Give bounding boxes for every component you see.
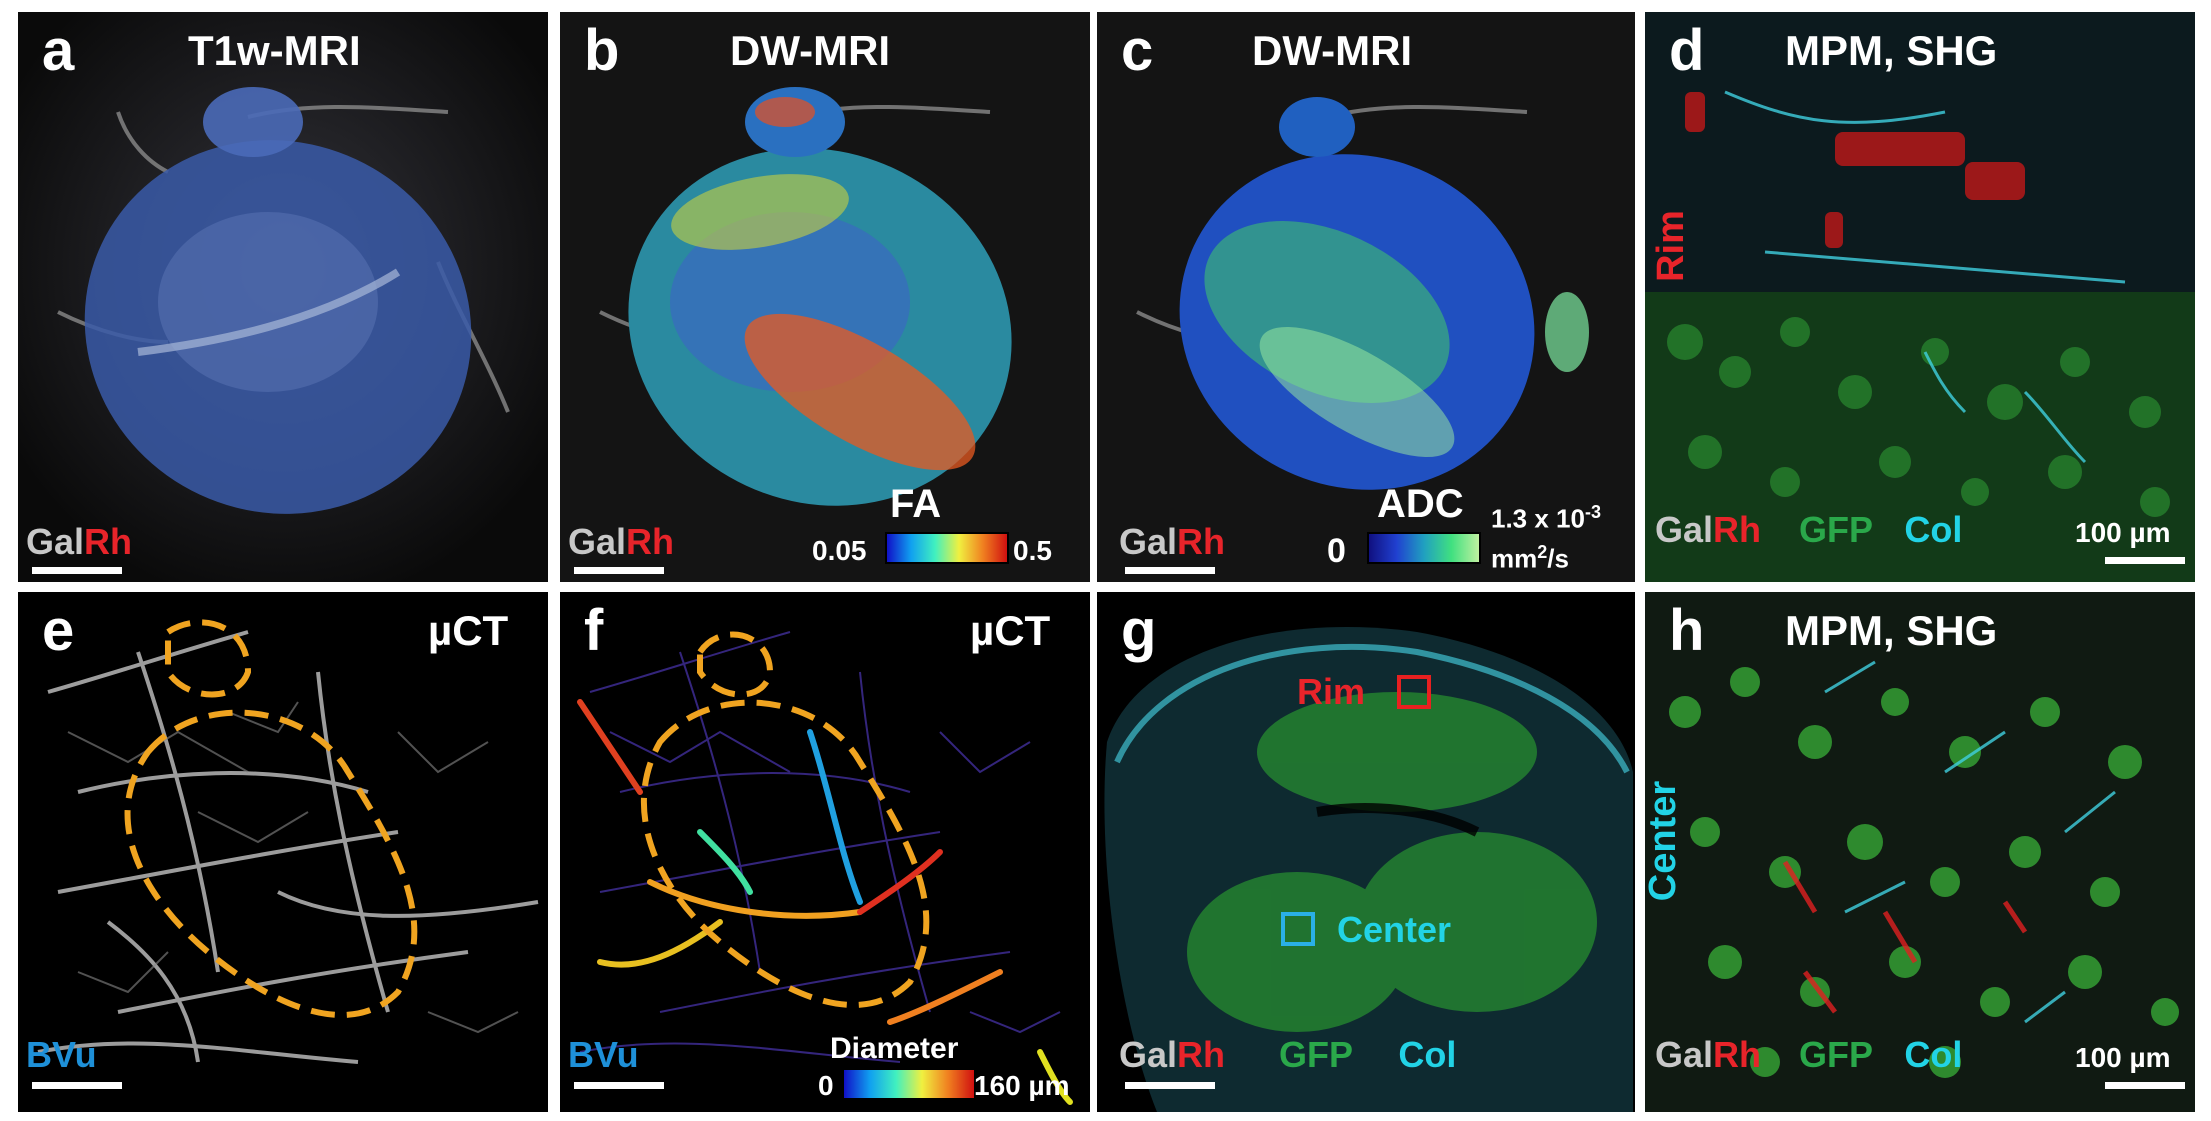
panel-title: MPM, SHG [1785,607,1998,654]
scale-bar [1125,567,1215,574]
gfp-label: GFP [1279,1034,1353,1075]
colorbar-max: 1.3 x 10-3 [1491,502,1601,535]
colorbar-unit-exponent: 2 [1537,542,1548,562]
panel-h: h MPM, SHG Center GalRh GFP Col 100 µm [1645,592,2195,1112]
colorbar-max-exponent: -3 [1584,502,1601,522]
gal-label: Gal [568,521,627,562]
diameter-colorbar [842,1068,976,1100]
colorbar-min: 0 [1327,532,1346,570]
panel-letter: e [42,598,75,663]
colorbar-unit: mm2/s [1491,542,1569,575]
scale-bar [32,567,122,574]
panel-letter: b [584,18,620,83]
colorbar-min: 0.05 [812,535,867,566]
panel-title: DW-MRI [1252,27,1413,74]
panel-title: µCT [970,607,1051,654]
rh-label: Rh [84,521,133,562]
colorbar-min: 0 [818,1070,834,1101]
gal-label: Gal [26,521,85,562]
panel-letter: g [1121,598,1157,663]
colorbar-label: ADC [1377,482,1464,526]
panel-letter: d [1669,18,1705,83]
rh-label: Rh [1713,509,1762,550]
col-label: Col [1904,1034,1963,1075]
gal-label: Gal [1119,521,1178,562]
adc-map-image [1097,12,1635,582]
gal-rh-label: GalRh [26,524,132,560]
scale-bar [1125,1082,1215,1089]
panel-letter: f [584,598,604,663]
colorbar-max: 0.5 [1013,535,1052,566]
gal-label: Gal [1655,1034,1714,1075]
channel-legend: GalRh GFP Col [1655,512,1962,548]
adc-colorbar [1367,532,1481,564]
ct-vessel-image [18,592,548,1112]
rh-label: Rh [1713,1034,1762,1075]
rh-label: Rh [1177,521,1226,562]
gfp-label: GFP [1799,509,1873,550]
panel-title: µCT [428,607,509,654]
rim-roi-label: Rim [1297,671,1366,712]
panel-b: b DW-MRI FA 0.05 0.5 GalRh [560,12,1090,582]
gfp-label: GFP [1799,1034,1873,1075]
rh-label: Rh [1177,1034,1226,1075]
panel-title: MPM, SHG [1785,27,1998,74]
ct-diameter-image [560,592,1090,1112]
col-label: Col [1398,1034,1457,1075]
tissue-section-image [1097,592,1635,1112]
colorbar-label: FA [890,482,942,526]
panel-g: g Rim Center GalRh GFP Col [1097,592,1635,1112]
gal-label: Gal [1655,509,1714,550]
gal-rh-label: GalRh [568,524,674,560]
colorbar-unit-b: /s [1547,543,1569,574]
scale-label: 100 µm [2075,1042,2171,1073]
scale-bar [2105,557,2185,564]
center-roi-label: Center [1337,909,1452,950]
rh-label: Rh [626,521,675,562]
panel-title: DW-MRI [730,27,891,74]
panel-f: f µCT Diameter 0 160 µm BVu [560,592,1090,1112]
col-label: Col [1904,509,1963,550]
scale-bar [2105,1082,2185,1089]
colorbar-unit-a: mm [1491,543,1538,574]
panel-e: e µCT BVu [18,592,548,1112]
channel-legend: GalRh GFP Col [1655,1037,1962,1073]
center-side-label: Center [1645,780,1685,902]
bvu-label: BVu [568,1034,639,1075]
fa-colorbar [885,532,1009,564]
rim-side-label: Rim [1649,210,1692,282]
scale-bar [32,1082,122,1089]
mpm-shg-rim-image [1645,12,2195,582]
mpm-shg-center-image [1645,592,2195,1112]
bvu-label: BVu [26,1034,97,1075]
colorbar-max-value: 1.3 x 10 [1491,503,1585,534]
colorbar-label: Diameter [830,1032,959,1065]
scale-bar [574,1082,664,1089]
scale-label: 100 µm [2075,517,2171,548]
colorbar-max: 160 µm [974,1070,1070,1101]
panel-c: c DW-MRI ADC 0 1.3 x 10-3 mm2/s GalRh [1097,12,1635,582]
gal-rh-label: GalRh [1119,524,1225,560]
gal-label: Gal [1119,1034,1178,1075]
scale-bar [574,567,664,574]
channel-legend: GalRh GFP Col [1119,1037,1456,1073]
t1w-mri-image [18,12,548,582]
panel-letter: a [42,18,75,83]
panel-a: a T1w-MRI GalRh [18,12,548,582]
fa-map-image [560,12,1090,582]
panel-d: d MPM, SHG Rim GalRh GFP Col 100 µm [1645,12,2195,582]
panel-letter: c [1121,18,1154,83]
panel-title: T1w-MRI [188,27,361,74]
panel-letter: h [1669,598,1705,663]
